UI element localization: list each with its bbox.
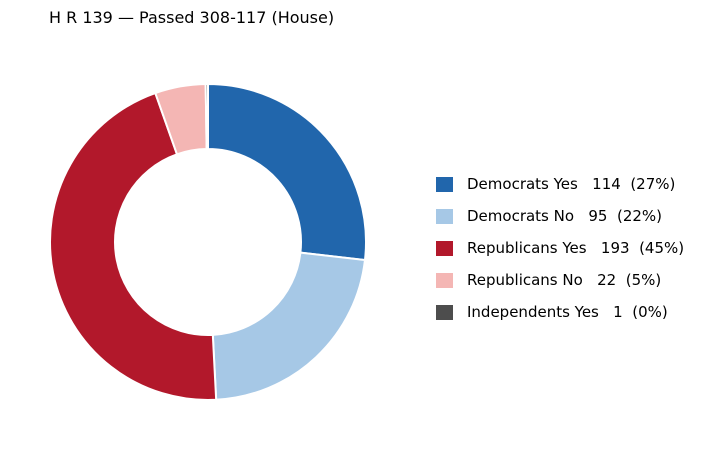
legend-swatch (436, 272, 453, 288)
legend-swatch (436, 208, 453, 224)
legend-label: Democrats Yes 114 (27%) (467, 175, 676, 193)
legend-label: Republicans Yes 193 (45%) (467, 239, 685, 257)
legend-item: Independents Yes 1 (0%) (436, 296, 684, 328)
legend-item: Republicans No 22 (5%) (436, 264, 684, 296)
legend-item: Democrats No 95 (22%) (436, 200, 684, 232)
donut-slice-republicans-yes (48, 91, 218, 401)
legend-label: Democrats No 95 (22%) (467, 207, 663, 225)
donut-slice-democrats-yes (207, 82, 367, 262)
legend-item: Democrats Yes 114 (27%) (436, 168, 684, 200)
legend-swatch (436, 304, 453, 320)
legend-swatch (436, 176, 453, 192)
legend: Democrats Yes 114 (27%) Democrats No 95 (… (436, 168, 684, 328)
legend-item: Republicans Yes 193 (45%) (436, 232, 684, 264)
donut-slice-independents-yes (204, 82, 209, 151)
chart-title: H R 139 — Passed 308-117 (House) (49, 8, 335, 27)
legend-swatch (436, 240, 453, 256)
legend-label: Republicans No 22 (5%) (467, 271, 662, 289)
donut-slice-democrats-no (211, 251, 367, 401)
legend-label: Independents Yes 1 (0%) (467, 303, 668, 321)
